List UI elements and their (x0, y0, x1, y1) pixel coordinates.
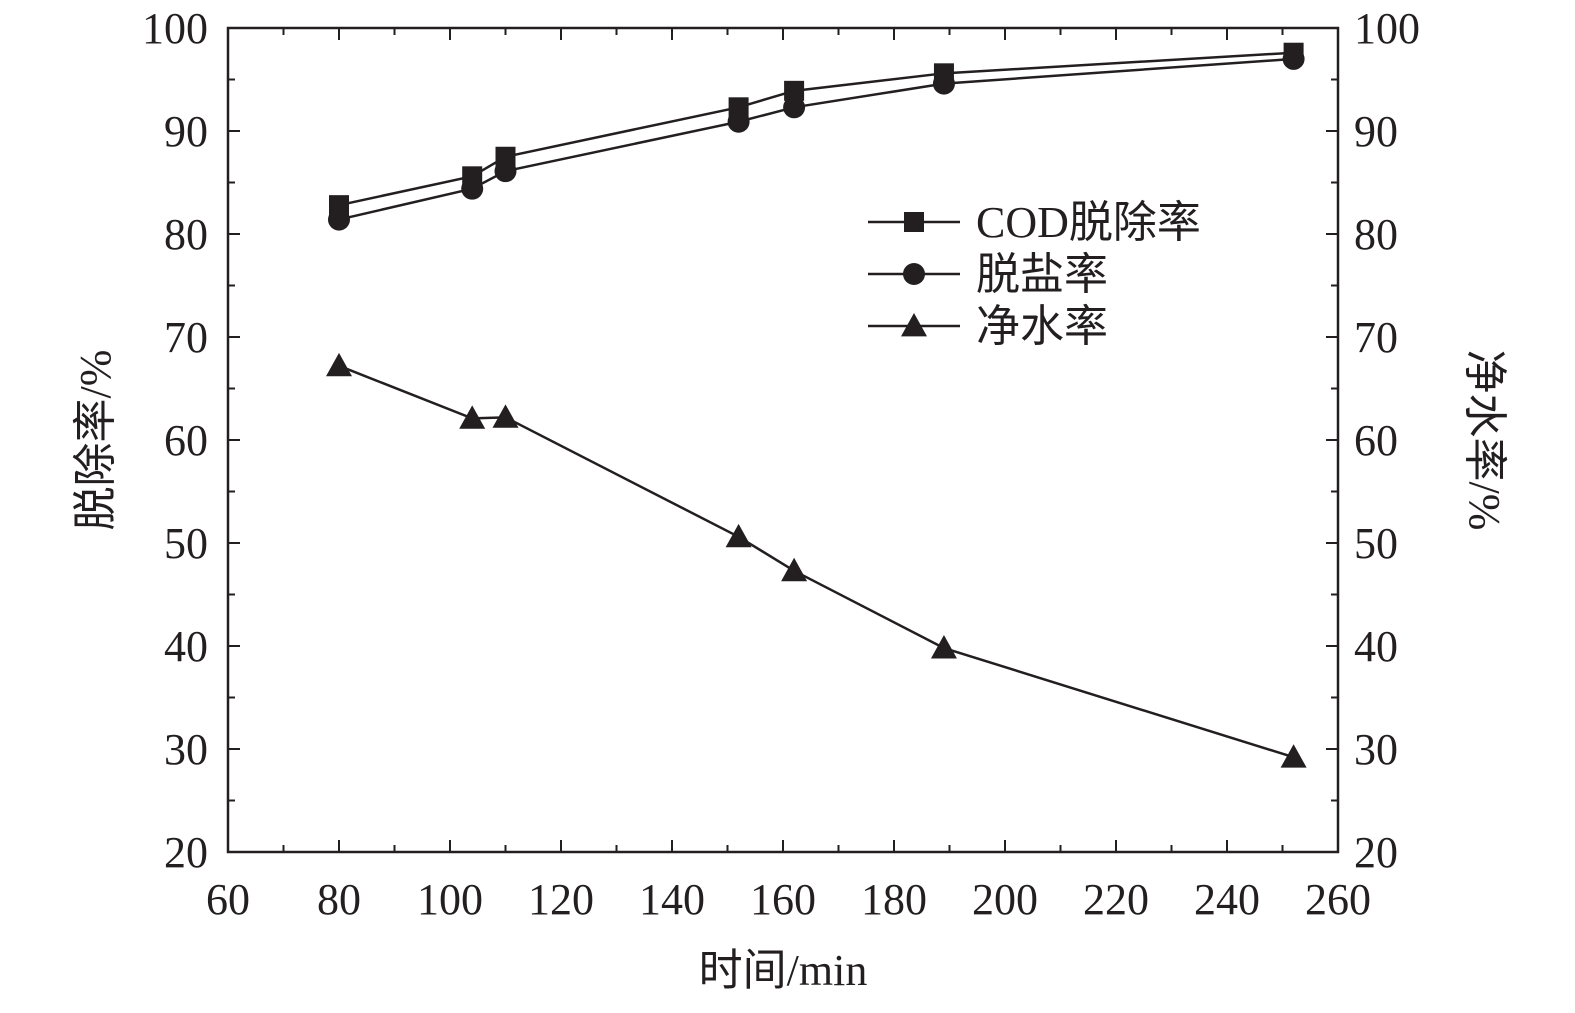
y-tick-label: 50 (164, 519, 208, 568)
x-tick-label: 180 (861, 875, 927, 924)
y2-tick-label: 60 (1354, 416, 1398, 465)
data-point-triangle (326, 352, 352, 377)
y2-tick-label: 70 (1354, 313, 1398, 362)
data-point-triangle (725, 523, 752, 548)
y2-tick-label: 40 (1354, 622, 1398, 671)
x-tick-label: 220 (1083, 875, 1149, 924)
x-tick-label: 100 (417, 875, 483, 924)
y2-axis-title: 净水率/% (1460, 350, 1509, 531)
y-axis-title: 脱除率/% (71, 350, 120, 531)
data-point-circle (494, 160, 517, 183)
y2-tick-label: 50 (1354, 519, 1398, 568)
legend-triangle-marker (901, 313, 927, 337)
x-axis-title: 时间/min (699, 946, 868, 995)
y-tick-label: 90 (164, 107, 208, 156)
y2-tick-label: 80 (1354, 210, 1398, 259)
legend-label: 脱盐率 (976, 250, 1108, 299)
y-tick-label: 80 (164, 210, 208, 259)
data-point-circle (932, 72, 955, 95)
legend-square-marker (904, 212, 924, 232)
data-point-square (784, 80, 805, 101)
legend-item: 脱盐率 (868, 250, 1108, 299)
y2-tick-label: 30 (1354, 725, 1398, 774)
data-point-circle (328, 208, 350, 231)
y-tick-label: 40 (164, 622, 208, 671)
legend-label: 净水率 (976, 302, 1108, 351)
y-tick-label: 20 (164, 828, 208, 877)
y-tick-label: 60 (164, 416, 208, 465)
x-tick-label: 140 (639, 875, 705, 924)
series-layer (326, 42, 1307, 768)
series-line (338, 57, 1294, 221)
data-point-triangle (930, 635, 957, 659)
legend-item: 净水率 (868, 302, 1108, 351)
y-tick-label: 30 (164, 725, 208, 774)
legend-item: COD脱除率 (868, 198, 1201, 247)
y2-tick-label: 90 (1354, 107, 1398, 156)
x-tick-label: 240 (1194, 875, 1260, 924)
data-point-triangle (1280, 744, 1307, 768)
series-circle (328, 47, 1305, 231)
axes: 60 80 100 120 140 160 180 200 220 240 260203040506… (71, 4, 1509, 995)
data-point-circle (783, 96, 806, 119)
data-point-circle (1282, 47, 1305, 70)
y2-tick-label: 100 (1354, 4, 1420, 53)
plot-frame (226, 26, 1340, 854)
x-tick-label: 200 (972, 875, 1038, 924)
legend-circle-marker (903, 263, 925, 285)
data-point-circle (461, 177, 484, 200)
legend-label: COD脱除率 (976, 198, 1201, 247)
data-point-triangle (492, 404, 519, 428)
x-tick-label: 160 (750, 875, 816, 924)
x-tick-label: 260 (1305, 875, 1371, 924)
x-tick-label: 120 (528, 875, 594, 924)
y-tick-label: 70 (164, 313, 208, 362)
x-tick-label: 60 (206, 875, 250, 924)
series-triangle (326, 352, 1307, 768)
y-tick-label: 100 (142, 4, 208, 53)
data-point-triangle (459, 405, 486, 429)
x-tick-label: 80 (317, 875, 361, 924)
y2-tick-label: 20 (1354, 828, 1398, 877)
data-point-circle (727, 110, 750, 133)
data-point-triangle (781, 557, 808, 582)
